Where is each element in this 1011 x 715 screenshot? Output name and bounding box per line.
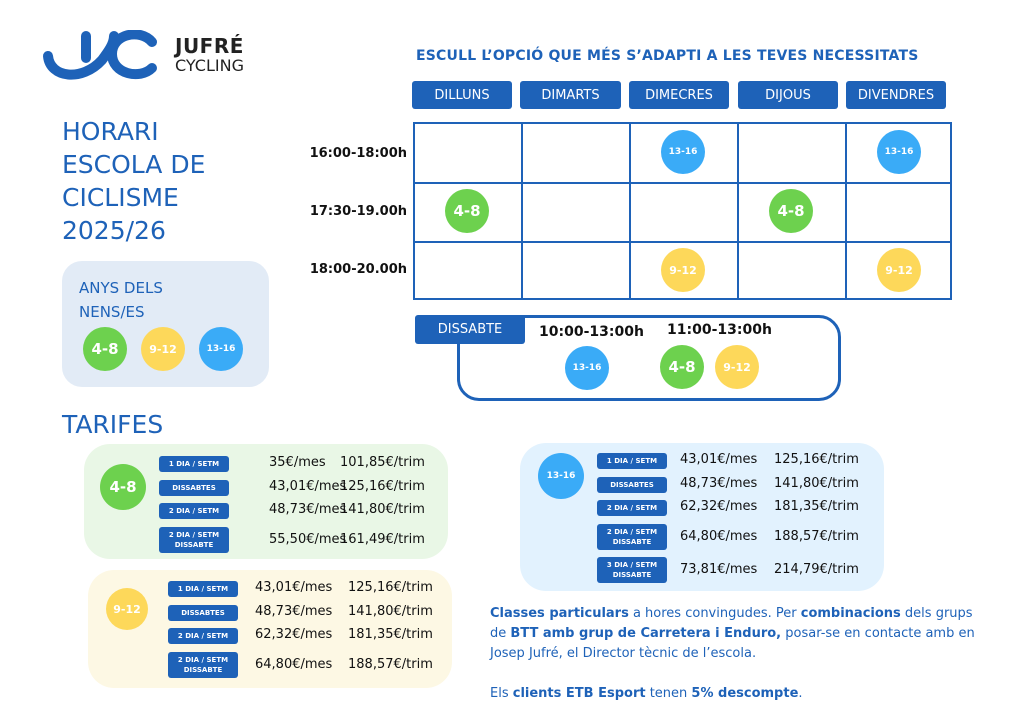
monthly-price: 48,73€/mes	[255, 604, 333, 619]
monthly-price: 43,01€/mes	[269, 479, 347, 494]
quarterly-price: 161,49€/trim	[340, 532, 425, 547]
monthly-price: 43,01€/mes	[255, 580, 333, 595]
badge-13-16: 13-16	[877, 130, 921, 174]
saturday-label: DISSABTE	[415, 315, 525, 344]
title-line: HORARI	[62, 117, 159, 146]
badge-9-12: 9-12	[877, 248, 921, 292]
ages-title: ANYS DELS	[79, 279, 163, 297]
title-line: 2025/26	[62, 216, 166, 245]
ages-legend: ANYS DELS NENS/ES 4-8 9-12 13-16	[62, 261, 269, 387]
plan-label: 2 DIA / SETM	[159, 503, 229, 519]
quarterly-price: 141,80€/trim	[774, 476, 859, 491]
plan-label: 1 DIA / SETM	[159, 456, 229, 472]
monthly-price: 64,80€/mes	[680, 529, 758, 544]
plan-label: 2 DIA / SETM DISSABTE	[597, 524, 667, 550]
brand-name: JUFRÉ	[175, 34, 244, 58]
monthly-price: 35€/mes	[269, 455, 326, 470]
quarterly-price: 181,35€/trim	[348, 627, 433, 642]
badge-4-8: 4-8	[769, 189, 813, 233]
brand-sub: CYCLING	[175, 56, 244, 75]
plan-label: DISSABTES	[159, 480, 229, 496]
jc-logo-icon	[43, 30, 157, 80]
plan-label: 2 DIA / SETM	[597, 500, 667, 516]
badge-4-8: 4-8	[445, 189, 489, 233]
tariff-panel-9-12: 9-12 1 DIA / SETM 43,01€/mes 125,16€/trim DI…	[88, 570, 452, 688]
note-paragraph: Classes particulars a hores convingudes.…	[490, 606, 975, 661]
plan-label: 3 DIA / SETM DISSABTE	[597, 557, 667, 583]
note-paragraph: Els clients ETB Esport tenen 5% descompt…	[490, 686, 803, 701]
quarterly-price: 125,16€/trim	[340, 479, 425, 494]
monthly-price: 62,32€/mes	[680, 499, 758, 514]
info-note: Classes particulars a hores convingudes.…	[490, 604, 980, 704]
ages-title: NENS/ES	[79, 303, 145, 321]
day-thursday: DIJOUS	[738, 81, 838, 109]
schedule-grid: 13-16 13-16 4-8 4-8 9-12 9-12	[413, 122, 952, 300]
saturday-slot-1: 10:00-13:00h	[539, 324, 644, 340]
badge-13-16: 13-16	[199, 327, 243, 371]
tariff-panel-4-8: 4-8 1 DIA / SETM 35€/mes 101,85€/trim DISSAB…	[84, 444, 448, 559]
badge-4-8: 4-8	[83, 327, 127, 371]
badge-13-16: 13-16	[538, 453, 584, 499]
badge-9-12: 9-12	[106, 588, 148, 630]
day-monday: DILLUNS	[412, 81, 512, 109]
quarterly-price: 141,80€/trim	[348, 604, 433, 619]
badge-9-12: 9-12	[141, 327, 185, 371]
badge-9-12: 9-12	[661, 248, 705, 292]
title-line: ESCOLA DE	[62, 150, 206, 179]
plan-label: 1 DIA / SETM	[597, 453, 667, 469]
monthly-price: 43,01€/mes	[680, 452, 758, 467]
page-title: HORARI ESCOLA DE CICLISME 2025/26	[62, 115, 205, 247]
badge-4-8: 4-8	[660, 345, 704, 389]
badge-9-12: 9-12	[715, 345, 759, 389]
monthly-price: 55,50€/mes	[269, 532, 347, 547]
time-slot: 16:00-18:00h	[309, 146, 407, 161]
time-slot: 17:30-19.00h	[309, 204, 407, 219]
plan-label: 2 DIA / SETM DISSABTE	[159, 527, 229, 553]
plan-label: 1 DIA / SETM	[168, 581, 238, 597]
quarterly-price: 188,57€/trim	[348, 657, 433, 672]
headline: ESCULL L’OPCIÓ QUE MÉS S’ADAPTI A LES TE…	[416, 48, 919, 64]
quarterly-price: 181,35€/trim	[774, 499, 859, 514]
quarterly-price: 125,16€/trim	[348, 580, 433, 595]
monthly-price: 64,80€/mes	[255, 657, 333, 672]
quarterly-price: 188,57€/trim	[774, 529, 859, 544]
badge-4-8: 4-8	[100, 464, 146, 510]
saturday-slot-2: 11:00-13:00h	[667, 322, 772, 338]
quarterly-price: 141,80€/trim	[340, 502, 425, 517]
monthly-price: 48,73€/mes	[680, 476, 758, 491]
tarifes-title: TARIFES	[62, 410, 164, 439]
title-line: CICLISME	[62, 183, 179, 212]
plan-label: 2 DIA / SETM DISSABTE	[168, 652, 238, 678]
monthly-price: 73,81€/mes	[680, 562, 758, 577]
monthly-price: 48,73€/mes	[269, 502, 347, 517]
quarterly-price: 125,16€/trim	[774, 452, 859, 467]
day-tuesday: DIMARTS	[520, 81, 621, 109]
quarterly-price: 214,79€/trim	[774, 562, 859, 577]
plan-label: DISSABTES	[168, 605, 238, 621]
tariff-panel-13-16: 13-16 1 DIA / SETM 43,01€/mes 125,16€/trim D…	[520, 443, 884, 591]
quarterly-price: 101,85€/trim	[340, 455, 425, 470]
plan-label: DISSABTES	[597, 477, 667, 493]
plan-label: 2 DIA / SETM	[168, 628, 238, 644]
monthly-price: 62,32€/mes	[255, 627, 333, 642]
day-wednesday: DIMECRES	[629, 81, 729, 109]
saturday-box	[457, 315, 841, 401]
badge-13-16: 13-16	[565, 346, 609, 390]
badge-13-16: 13-16	[661, 130, 705, 174]
day-friday: DIVENDRES	[846, 81, 946, 109]
time-slot: 18:00-20.00h	[309, 262, 407, 277]
